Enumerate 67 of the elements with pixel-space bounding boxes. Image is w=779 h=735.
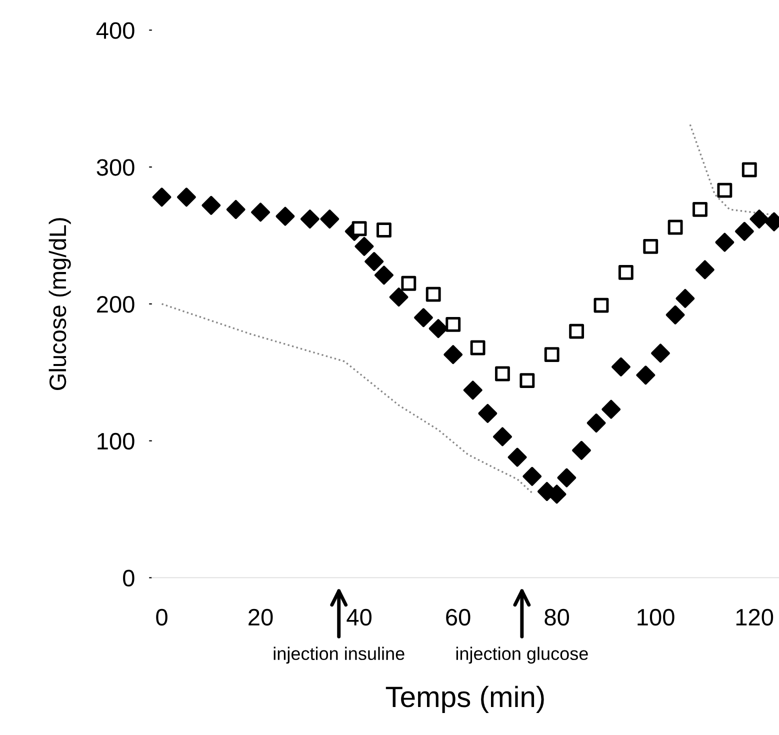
point [152,188,172,207]
point [742,162,757,178]
point [715,232,734,252]
point [354,236,374,256]
point [320,210,340,229]
point [695,260,714,280]
y-tick-label: 300 [96,159,134,176]
point [666,305,685,324]
point [508,448,527,467]
text: injection glucose [456,646,588,664]
point [572,440,591,460]
point [493,427,512,446]
point [374,266,394,285]
point [750,210,769,229]
point [692,202,708,217]
point [612,357,630,376]
point [276,206,295,226]
point [389,288,408,307]
x-tick-label: 100 [638,608,674,626]
point [495,366,510,382]
point [426,286,441,302]
point [676,288,695,308]
point [643,238,658,254]
point [717,182,732,198]
point [602,400,621,419]
point [522,466,542,486]
y-tick-label: 200 [97,296,134,313]
point [569,324,584,339]
point [444,345,463,364]
x-tick-label: 40 [346,608,372,626]
y-tick-label: 400 [96,22,134,39]
point [352,221,367,236]
point [520,373,535,388]
point [177,188,196,207]
point [586,414,606,432]
point [446,316,461,332]
x-tick-label: 20 [248,608,273,626]
x-tick-label: 80 [544,608,570,626]
point [300,210,320,229]
point [478,404,498,423]
point [668,220,683,235]
y-tick-label: 100 [98,432,134,450]
x-tick-label: 120 [736,608,774,626]
point [251,202,270,222]
point [401,276,416,291]
y-tick-label: 0 [123,570,134,586]
line-series [160,303,533,494]
y-axis-title: Glucose (mg/dL) [48,218,71,390]
x-axis-title: Temps (min) [386,686,544,714]
point [226,200,246,219]
point [651,344,670,363]
point [544,347,560,362]
x-tick-label: 60 [446,608,470,626]
point [364,252,384,271]
point [594,298,609,313]
point [414,308,433,328]
point [557,468,576,488]
point [618,264,634,280]
point [636,366,656,385]
x-tick-label: 0 [156,608,168,626]
point [470,340,486,356]
point [202,196,221,215]
point [734,222,754,241]
point [428,319,448,338]
point [463,380,482,400]
text: injection insuline [274,646,404,664]
point [376,222,392,238]
